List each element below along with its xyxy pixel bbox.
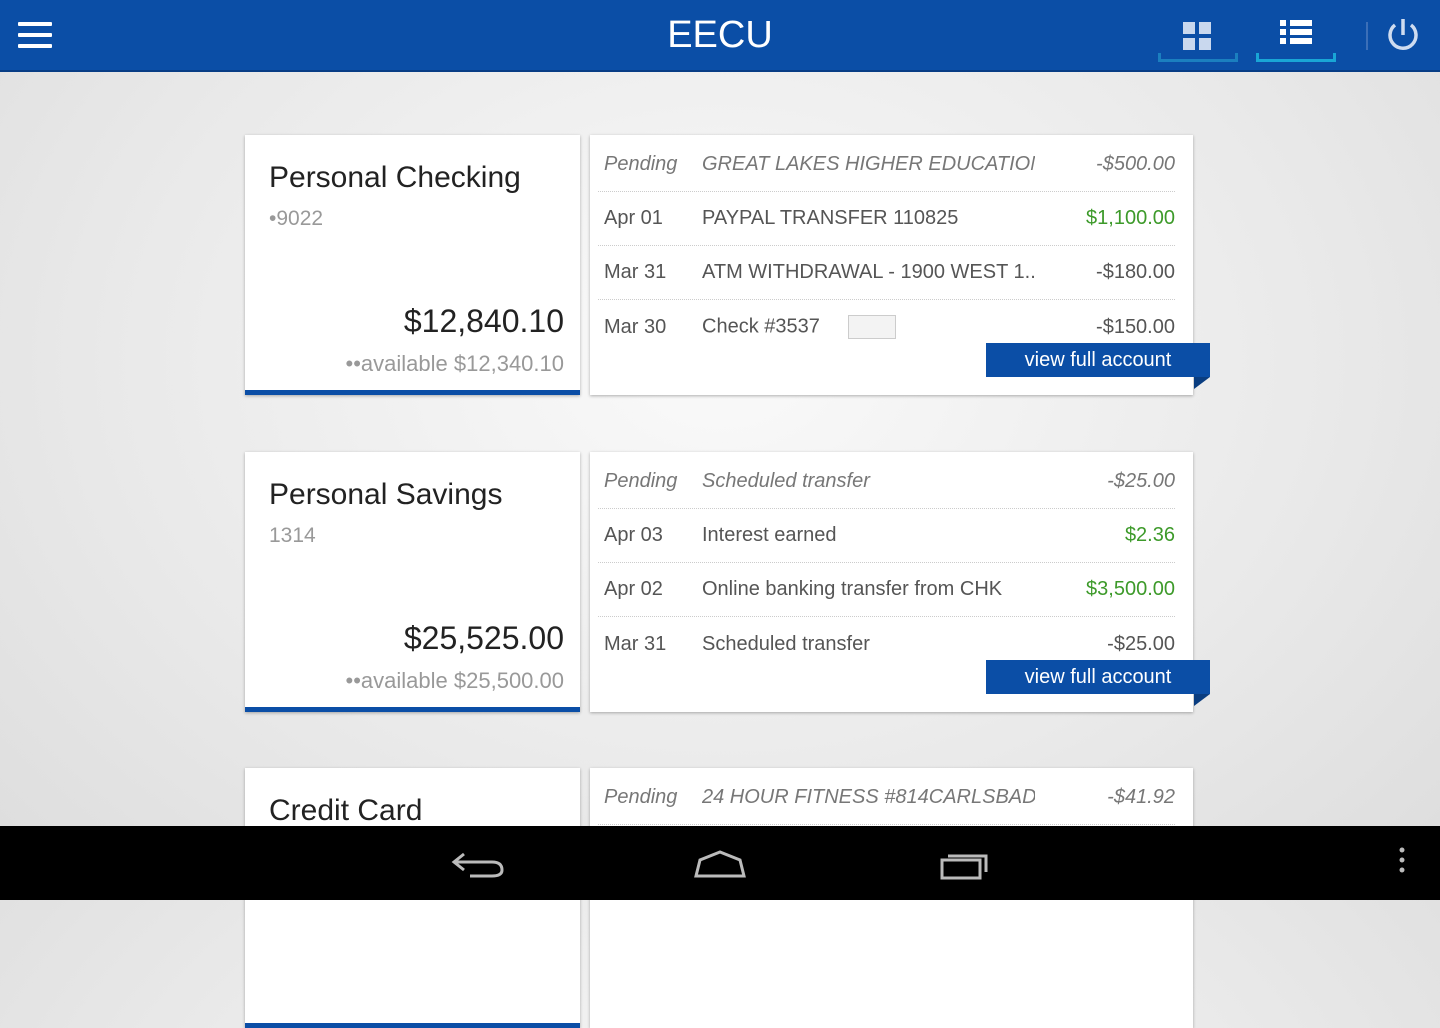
transaction-date: Apr 02 bbox=[604, 578, 663, 600]
transaction-description: Scheduled transfer bbox=[702, 470, 870, 492]
app-title: EECU bbox=[667, 14, 773, 56]
transaction-date: Mar 31 bbox=[604, 632, 667, 655]
account-balance: $25,525.00 bbox=[403, 620, 564, 656]
account-name: Credit Card bbox=[269, 794, 423, 827]
transaction-amount: $3,500.00 bbox=[1086, 578, 1175, 600]
transactions-panel: Pending Scheduled transfer -$25.00 Apr 0… bbox=[590, 452, 1210, 712]
back-icon[interactable] bbox=[448, 846, 508, 882]
account-name: Personal Checking bbox=[269, 161, 521, 194]
transaction-date: Apr 01 bbox=[604, 207, 663, 229]
available-balance: ••available $12,340.10 bbox=[345, 351, 564, 376]
transaction-row[interactable]: Mar 31 Scheduled transfer -$25.00 bbox=[598, 617, 1175, 671]
transaction-date: Apr 03 bbox=[604, 524, 663, 546]
power-icon[interactable] bbox=[1384, 16, 1422, 54]
transaction-amount: -$41.92 bbox=[1107, 786, 1175, 808]
transaction-amount: -$500.00 bbox=[1096, 153, 1175, 175]
transaction-date: Pending bbox=[604, 153, 678, 175]
transaction-row[interactable]: Pending Scheduled transfer -$25.00 bbox=[598, 455, 1175, 509]
grid-icon bbox=[1183, 22, 1211, 50]
transaction-description: 24 HOUR FITNESS #814CARLSBAD... bbox=[702, 786, 1035, 808]
top-app-bar: EECU bbox=[0, 0, 1440, 72]
transaction-amount: -$150.00 bbox=[1096, 315, 1175, 338]
transaction-row[interactable]: Pending GREAT LAKES HIGHER EDUCATION... … bbox=[598, 138, 1175, 192]
transaction-row[interactable]: Mar 30 Check #3537 -$150.00 bbox=[598, 300, 1175, 354]
account-number: •9022 bbox=[269, 207, 324, 230]
transaction-amount: -$25.00 bbox=[1107, 632, 1175, 655]
transaction-description: Online banking transfer from CHK bbox=[702, 578, 1003, 600]
account-name: Personal Savings bbox=[269, 478, 503, 511]
recent-apps-icon[interactable] bbox=[936, 846, 996, 882]
transaction-date: Pending bbox=[604, 786, 678, 808]
transaction-amount: -$180.00 bbox=[1096, 261, 1175, 283]
account-number: 1314 bbox=[269, 524, 316, 547]
grid-view-button[interactable] bbox=[1158, 14, 1238, 62]
transaction-row[interactable]: Apr 02 Online banking transfer from CHK … bbox=[598, 563, 1175, 617]
view-full-account-button[interactable]: view full account bbox=[986, 343, 1210, 389]
overflow-menu-icon[interactable] bbox=[1372, 846, 1432, 882]
transaction-row[interactable]: Pending 24 HOUR FITNESS #814CARLSBAD... … bbox=[598, 771, 1175, 825]
menu-icon[interactable] bbox=[18, 22, 52, 50]
transaction-row[interactable]: Apr 03 Interest earned $2.36 bbox=[598, 509, 1175, 563]
transaction-description: Interest earned bbox=[702, 524, 837, 546]
divider bbox=[1366, 22, 1368, 50]
list-view-button[interactable] bbox=[1256, 14, 1336, 62]
account-card[interactable]: Personal Checking •9022 $12,840.10 ••ava… bbox=[245, 135, 580, 395]
transaction-date: Mar 30 bbox=[604, 315, 667, 338]
system-nav-bar bbox=[0, 826, 1440, 900]
transaction-amount: -$25.00 bbox=[1107, 470, 1175, 492]
transaction-amount: $1,100.00 bbox=[1086, 207, 1175, 229]
transaction-row[interactable]: Apr 01 PAYPAL TRANSFER 110825 $1,100.00 bbox=[598, 192, 1175, 246]
transaction-description: Check #3537 bbox=[702, 315, 1035, 339]
transaction-description: Scheduled transfer bbox=[702, 632, 870, 655]
transaction-description: ATM WITHDRAWAL - 1900 WEST 1... bbox=[702, 261, 1035, 283]
transaction-date: Pending bbox=[604, 470, 678, 492]
transaction-row[interactable]: Mar 31 ATM WITHDRAWAL - 1900 WEST 1... -… bbox=[598, 246, 1175, 300]
transaction-date: Mar 31 bbox=[604, 261, 667, 283]
transaction-description: GREAT LAKES HIGHER EDUCATION... bbox=[702, 153, 1035, 175]
view-full-account-button[interactable]: view full account bbox=[986, 660, 1210, 706]
transaction-description: PAYPAL TRANSFER 110825 bbox=[702, 207, 959, 229]
available-balance: ••available $25,500.00 bbox=[345, 668, 564, 693]
list-icon bbox=[1280, 20, 1312, 47]
transactions-panel: Pending GREAT LAKES HIGHER EDUCATION... … bbox=[590, 135, 1210, 395]
check-image-icon[interactable] bbox=[847, 315, 896, 339]
account-balance: $12,840.10 bbox=[403, 303, 564, 339]
transaction-amount: $2.36 bbox=[1124, 524, 1175, 546]
account-card[interactable]: Personal Savings 1314 $25,525.00 ••avail… bbox=[245, 452, 580, 712]
home-icon[interactable] bbox=[690, 846, 750, 882]
